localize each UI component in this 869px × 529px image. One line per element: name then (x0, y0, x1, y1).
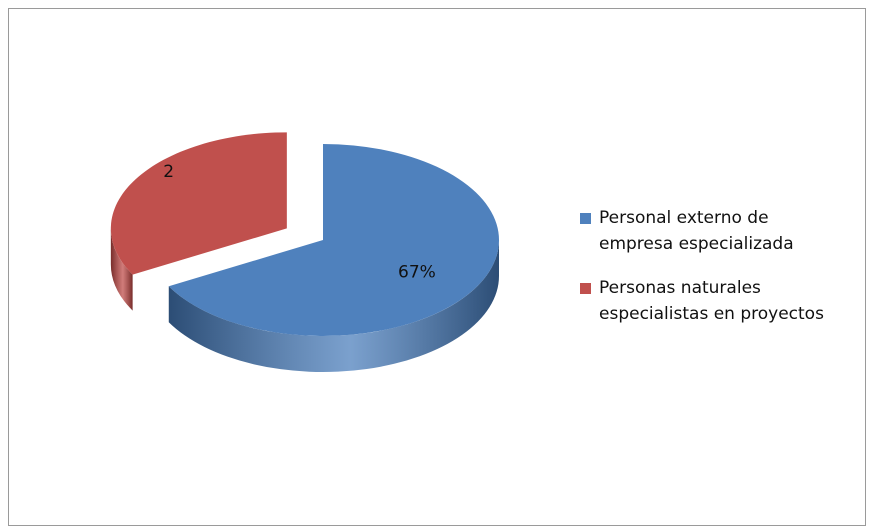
slice-top (168, 144, 499, 337)
legend-swatch-blue (580, 213, 591, 224)
legend-item-personas-naturales: Personas naturales especialistas en proy… (580, 275, 860, 327)
pie-slice-1 (110, 132, 287, 311)
legend-swatch-red (580, 283, 591, 294)
data-label-1: 2 (163, 162, 174, 182)
legend-label-personal-externo: Personal externo de empresa especializad… (599, 208, 794, 254)
legend-item-personal-externo: Personal externo de empresa especializad… (580, 205, 860, 257)
pie-slice-0 (168, 144, 499, 372)
data-label-0: 67% (398, 262, 436, 282)
legend: Personal externo de empresa especializad… (580, 205, 860, 345)
legend-label-personas-naturales: Personas naturales especialistas en proy… (599, 278, 824, 324)
slice-side (168, 240, 499, 372)
slice-top (110, 132, 287, 275)
slice-side (110, 228, 133, 311)
